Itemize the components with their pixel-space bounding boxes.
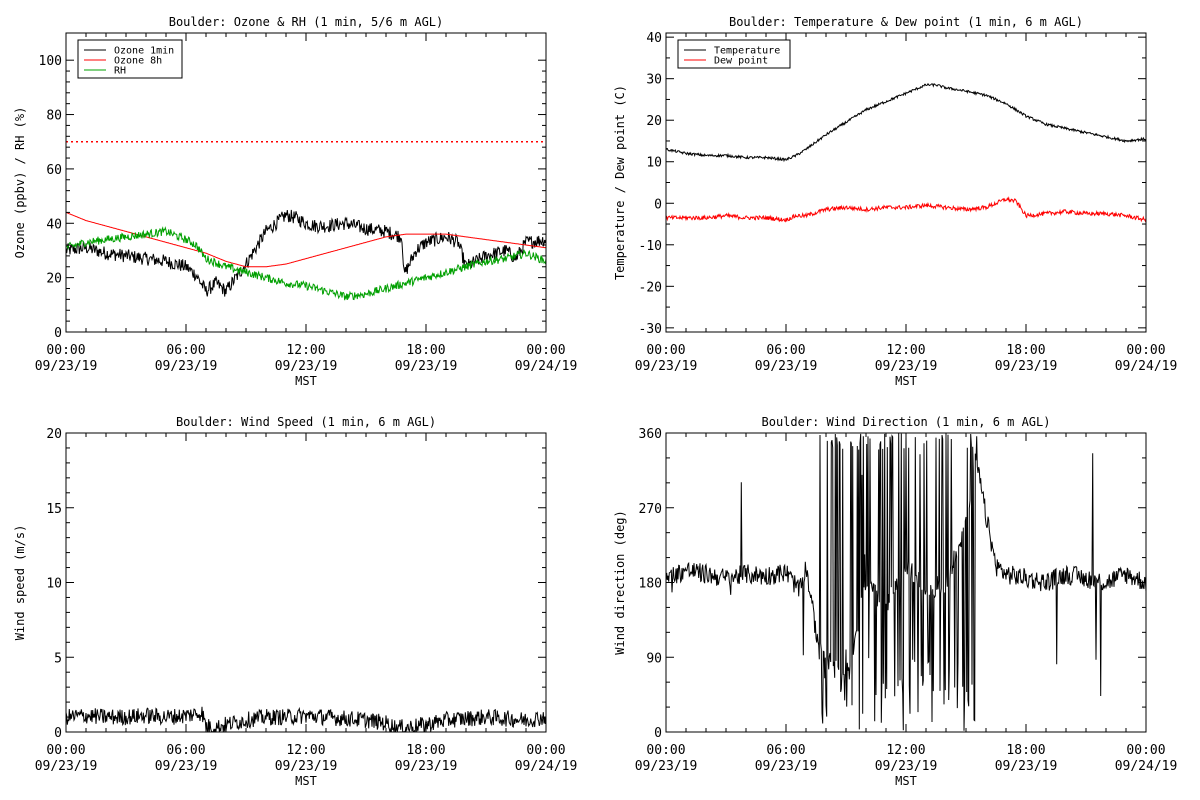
x-tick-time: 18:00 [406,343,445,358]
chart-title: Boulder: Ozone & RH (1 min, 5/6 m AGL) [169,15,444,29]
x-tick-date: 09/23/19 [635,759,698,774]
x-tick-time: 18:00 [406,743,445,758]
x-axis-label: MST [295,774,317,788]
series-line-2 [66,211,546,268]
x-tick-time: 00:00 [526,743,565,758]
y-tick-label: 80 [46,109,62,124]
x-tick-date: 09/23/19 [395,359,458,374]
y-tick-label: 15 [46,502,62,517]
x-tick-time: 18:00 [1006,743,1045,758]
y-tick-label: 20 [646,114,662,129]
legend-label: RH [114,66,126,77]
y-axis-label: Ozone (ppbv) / RH (%) [13,107,27,259]
x-tick-date: 09/23/19 [155,759,218,774]
legend-label: Dew point [714,56,768,67]
y-tick-label: 40 [646,31,662,46]
x-tick-time: 18:00 [1006,343,1045,358]
x-tick-date: 09/24/19 [1115,759,1178,774]
x-tick-date: 09/23/19 [35,759,98,774]
y-tick-label: -30 [639,322,662,337]
y-tick-label: 40 [46,217,62,232]
chart-2: Boulder: Temperature & Dew point (1 min,… [613,15,1177,388]
y-tick-label: 360 [639,427,662,442]
chart-title: Boulder: Wind Direction (1 min, 6 m AGL) [762,415,1051,429]
x-axis-label: MST [895,774,917,788]
series-line-1 [666,433,1146,731]
x-tick-date: 09/23/19 [875,759,938,774]
x-tick-time: 00:00 [526,343,565,358]
y-tick-label: 100 [39,54,62,69]
x-tick-time: 06:00 [166,343,205,358]
x-tick-time: 00:00 [46,743,85,758]
x-tick-time: 12:00 [286,743,325,758]
legend-label: Ozone 1min [114,46,174,57]
y-tick-label: 90 [646,651,662,666]
y-axis-label: Temperature / Dew point (C) [613,85,627,280]
legend-label: Ozone 8h [114,56,162,67]
y-tick-label: 0 [54,726,62,741]
x-tick-date: 09/24/19 [515,359,578,374]
x-tick-time: 06:00 [766,743,805,758]
x-tick-date: 09/23/19 [875,359,938,374]
x-tick-time: 00:00 [1126,343,1165,358]
legend-box [77,39,183,79]
x-axis-label: MST [295,374,317,388]
x-tick-time: 06:00 [766,343,805,358]
y-tick-label: 0 [654,726,662,741]
legend-box [677,39,791,69]
x-tick-date: 09/23/19 [995,759,1058,774]
plot-frame [665,32,1147,333]
x-tick-date: 09/23/19 [395,759,458,774]
x-tick-time: 12:00 [886,343,925,358]
y-tick-label: -10 [639,239,662,254]
x-tick-time: 00:00 [646,343,685,358]
series-line-1 [666,82,1146,163]
x-tick-date: 09/23/19 [995,359,1058,374]
x-axis-label: MST [895,374,917,388]
x-tick-time: 12:00 [886,743,925,758]
x-tick-date: 09/23/19 [275,359,338,374]
y-tick-label: 30 [646,73,662,88]
x-tick-date: 09/24/19 [1115,359,1178,374]
x-tick-date: 09/24/19 [515,759,578,774]
x-tick-time: 12:00 [286,343,325,358]
y-tick-label: 5 [54,651,62,666]
series-line-1 [66,706,546,732]
y-tick-label: -20 [639,280,662,295]
x-tick-date: 09/23/19 [155,359,218,374]
x-tick-date: 09/23/19 [635,359,698,374]
chart-title: Boulder: Temperature & Dew point (1 min,… [729,15,1083,29]
y-axis-label: Wind direction (deg) [613,510,627,655]
y-tick-label: 10 [646,156,662,171]
x-tick-time: 00:00 [646,743,685,758]
series-line-3 [66,226,546,301]
y-axis-label: Wind speed (m/s) [13,525,27,641]
y-tick-label: 0 [54,326,62,341]
y-tick-label: 20 [46,272,62,287]
series-line-2 [666,196,1146,223]
y-tick-label: 0 [654,197,662,212]
x-tick-time: 06:00 [166,743,205,758]
plot-frame [65,432,547,733]
y-tick-label: 10 [46,577,62,592]
x-tick-time: 00:00 [1126,743,1165,758]
x-tick-date: 09/23/19 [275,759,338,774]
y-tick-label: 180 [639,577,662,592]
legend-label: Temperature [714,46,780,57]
y-tick-label: 20 [46,427,62,442]
chart-title: Boulder: Wind Speed (1 min, 6 m AGL) [176,415,436,429]
chart-4: Boulder: Wind Direction (1 min, 6 m AGL)… [613,415,1177,788]
chart-1: Boulder: Ozone & RH (1 min, 5/6 m AGL) 0 2… [13,15,577,388]
x-tick-time: 00:00 [46,343,85,358]
x-tick-date: 09/23/19 [755,359,818,374]
y-tick-label: 60 [46,163,62,178]
series-line-1 [66,209,546,297]
chart-3: Boulder: Wind Speed (1 min, 6 m AGL) 0 5 10… [13,415,577,788]
y-tick-label: 270 [639,502,662,517]
x-tick-date: 09/23/19 [755,759,818,774]
x-tick-date: 09/23/19 [35,359,98,374]
